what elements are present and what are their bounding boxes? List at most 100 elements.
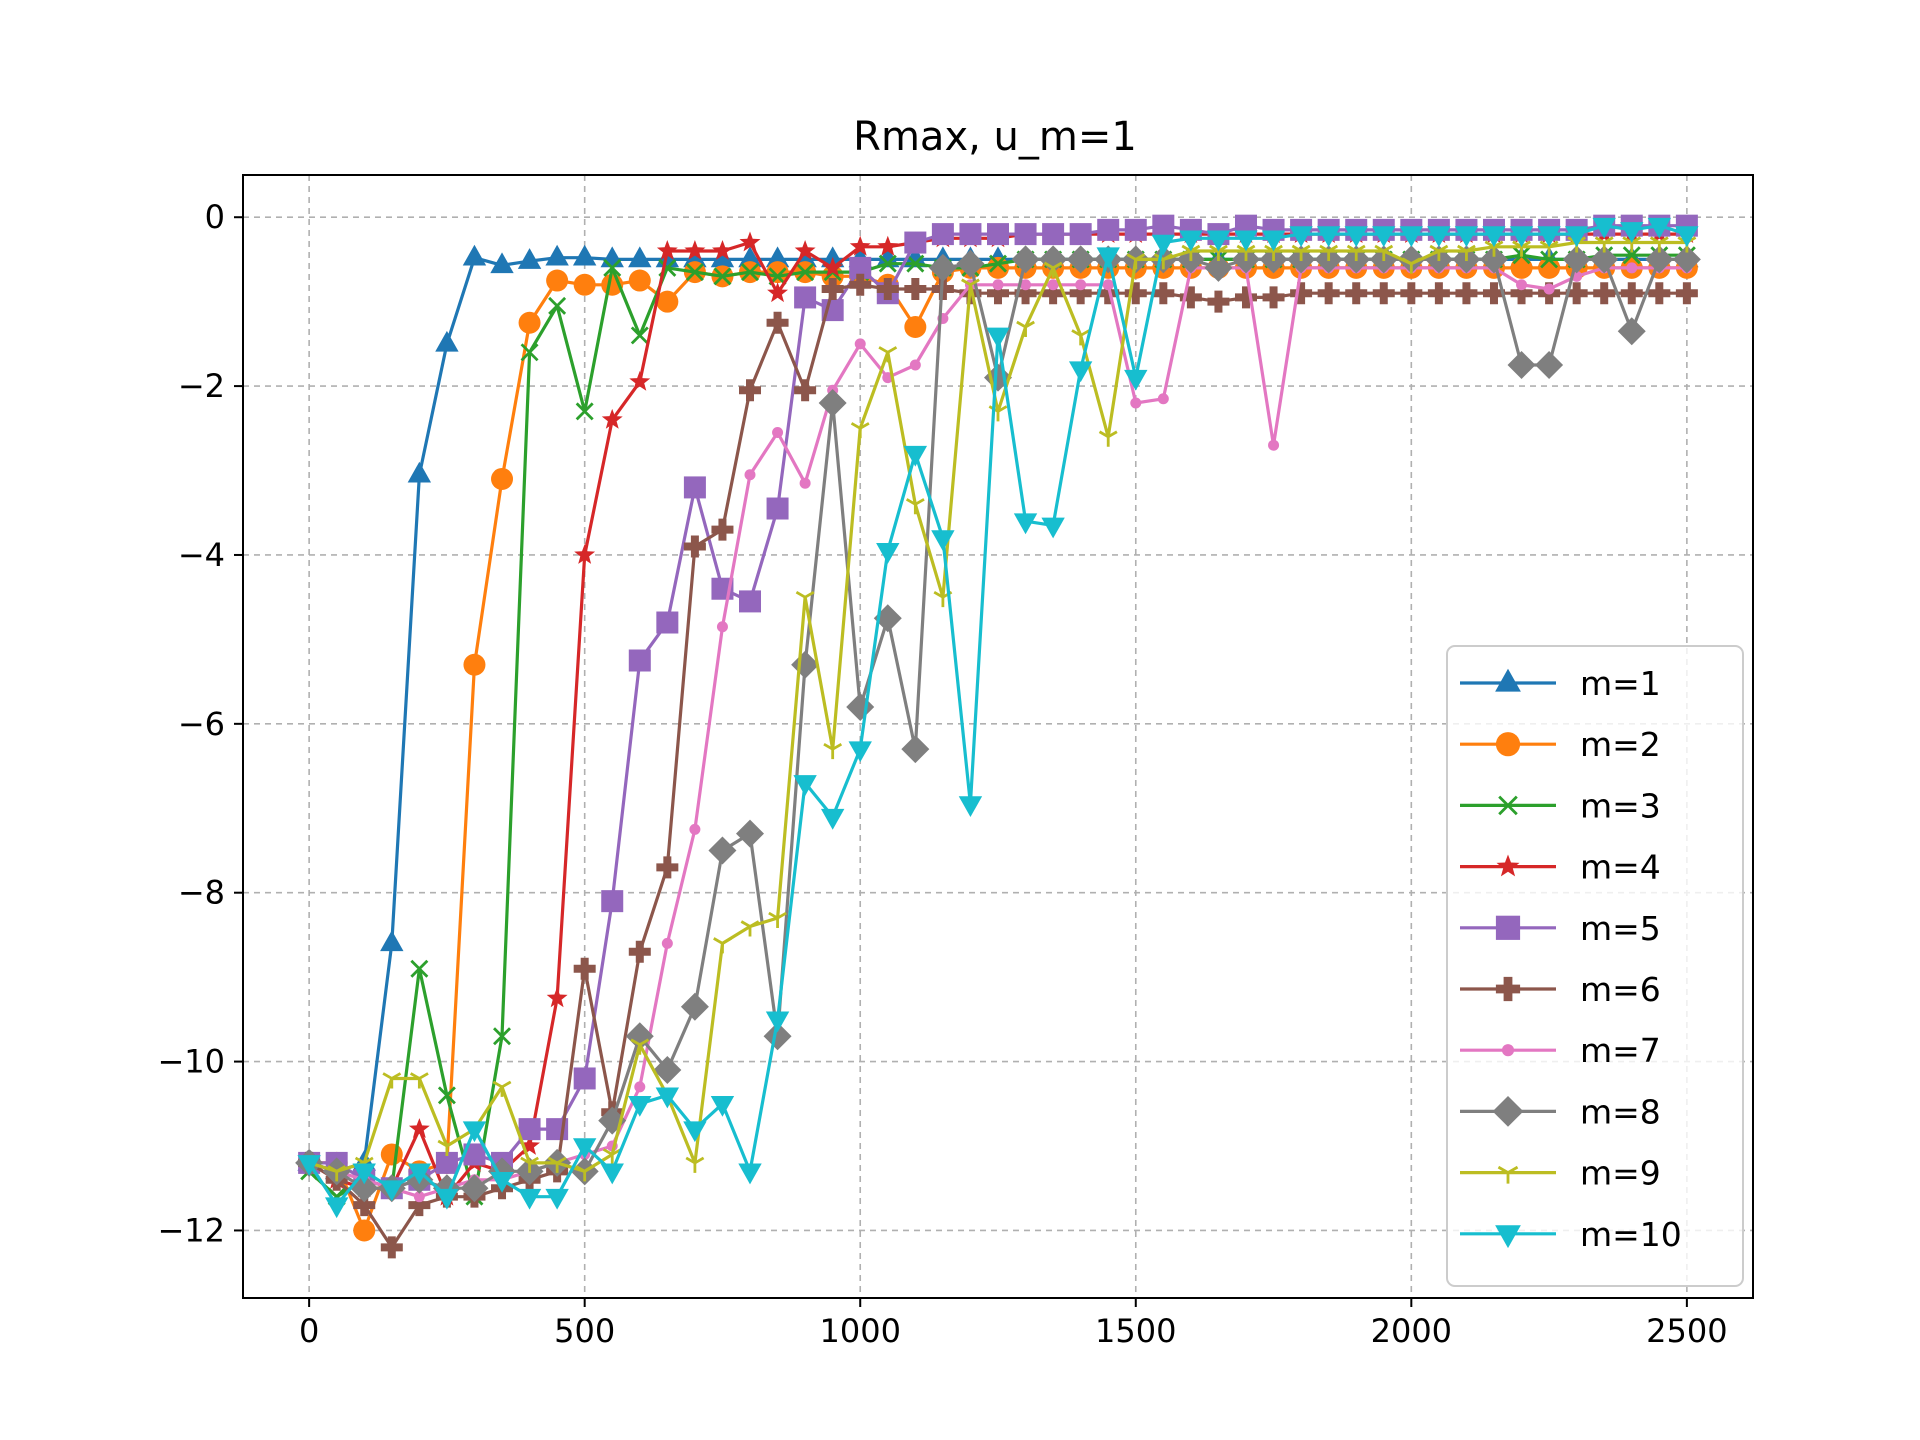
data-point bbox=[849, 273, 872, 296]
data-point bbox=[519, 1135, 540, 1155]
data-point bbox=[989, 254, 1007, 273]
data-point bbox=[766, 261, 789, 284]
data-point bbox=[768, 911, 787, 929]
data-point bbox=[600, 246, 624, 268]
data-point bbox=[1647, 217, 1672, 239]
data-point bbox=[437, 1086, 456, 1105]
data-point bbox=[462, 1121, 487, 1143]
data-point bbox=[1289, 226, 1313, 248]
data-point bbox=[630, 1038, 650, 1055]
data-point bbox=[712, 240, 733, 260]
data-point bbox=[1562, 245, 1591, 274]
data-point bbox=[1124, 369, 1148, 391]
data-point bbox=[572, 1138, 597, 1160]
data-point bbox=[961, 278, 980, 295]
data-point bbox=[928, 253, 957, 282]
data-point bbox=[1097, 218, 1120, 241]
data-point bbox=[628, 246, 652, 268]
data-point bbox=[1042, 282, 1065, 305]
data-point bbox=[1498, 795, 1518, 816]
data-point bbox=[1317, 282, 1340, 305]
data-point bbox=[1075, 279, 1087, 291]
data-point bbox=[380, 1180, 404, 1202]
data-point bbox=[460, 1174, 489, 1203]
data-point bbox=[1047, 279, 1059, 291]
data-point bbox=[1399, 226, 1424, 248]
legend-item: m=3 bbox=[1460, 786, 1661, 825]
data-point bbox=[1069, 282, 1092, 305]
data-point bbox=[628, 940, 651, 963]
data-point bbox=[1510, 282, 1533, 305]
plot-area-frame bbox=[242, 174, 1754, 1299]
data-point bbox=[1617, 317, 1646, 346]
data-point bbox=[491, 467, 514, 490]
data-point bbox=[959, 223, 982, 246]
data-point bbox=[1207, 290, 1230, 313]
data-point bbox=[1540, 250, 1559, 269]
data-point bbox=[1290, 282, 1313, 305]
data-point bbox=[740, 920, 760, 937]
data-point bbox=[1179, 286, 1202, 309]
legend-item: m=10 bbox=[1460, 1215, 1682, 1254]
data-point bbox=[1620, 222, 1644, 243]
data-point bbox=[1316, 226, 1341, 248]
data-point bbox=[1152, 282, 1175, 305]
data-point bbox=[1151, 234, 1176, 256]
data-point bbox=[490, 1171, 514, 1193]
axes: 0 500 1000 1500 2000 2500 0 −2 −4 −6 −8 −10 −12 bbox=[157, 198, 1727, 1350]
data-point bbox=[1495, 732, 1521, 757]
legend-item: m=5 bbox=[1460, 909, 1661, 948]
data-point bbox=[409, 1072, 429, 1089]
data-point bbox=[1622, 236, 1642, 253]
data-point bbox=[407, 461, 432, 483]
data-point bbox=[380, 930, 404, 952]
data-point bbox=[713, 937, 732, 954]
data-point bbox=[958, 796, 983, 818]
data-point bbox=[1649, 236, 1669, 253]
data-point bbox=[796, 263, 815, 282]
data-point bbox=[1097, 282, 1120, 305]
data-point bbox=[1512, 240, 1531, 257]
data-point bbox=[683, 535, 706, 558]
data-point bbox=[904, 277, 927, 300]
data-point bbox=[680, 992, 709, 1021]
legend-label: m=10 bbox=[1580, 1215, 1682, 1254]
data-point bbox=[1479, 245, 1508, 274]
data-point bbox=[1675, 282, 1698, 305]
data-point bbox=[744, 469, 756, 481]
data-point bbox=[1497, 1165, 1519, 1184]
data-point bbox=[931, 223, 954, 246]
data-point bbox=[822, 256, 844, 277]
data-point bbox=[625, 1022, 654, 1051]
data-point bbox=[772, 427, 784, 439]
data-point bbox=[518, 1118, 541, 1141]
data-point bbox=[1066, 245, 1095, 274]
data-point bbox=[546, 987, 568, 1008]
y-tick-label: −10 bbox=[157, 1043, 225, 1081]
legend-label: m=9 bbox=[1580, 1154, 1661, 1193]
data-point bbox=[382, 1072, 402, 1089]
data-point bbox=[601, 890, 624, 913]
data-point bbox=[1264, 244, 1283, 261]
x-tick-label: 500 bbox=[554, 1312, 615, 1350]
data-point bbox=[574, 544, 596, 564]
data-point bbox=[1482, 226, 1506, 248]
data-point bbox=[1209, 244, 1228, 261]
data-point bbox=[849, 256, 872, 279]
legend-item: m=9 bbox=[1460, 1154, 1661, 1193]
data-point bbox=[765, 1011, 790, 1033]
data-point bbox=[956, 249, 985, 278]
data-point bbox=[1344, 226, 1368, 248]
data-point bbox=[987, 223, 1009, 246]
data-point bbox=[572, 244, 597, 266]
data-point bbox=[765, 246, 790, 268]
data-point bbox=[1539, 240, 1559, 257]
data-point bbox=[1041, 517, 1065, 539]
data-point bbox=[1672, 245, 1701, 274]
data-point bbox=[1592, 217, 1616, 239]
data-point bbox=[1291, 244, 1311, 261]
data-point bbox=[987, 282, 1009, 305]
legend-label: m=7 bbox=[1580, 1031, 1661, 1070]
series-m=10 bbox=[297, 217, 1699, 1219]
data-point bbox=[818, 388, 847, 417]
